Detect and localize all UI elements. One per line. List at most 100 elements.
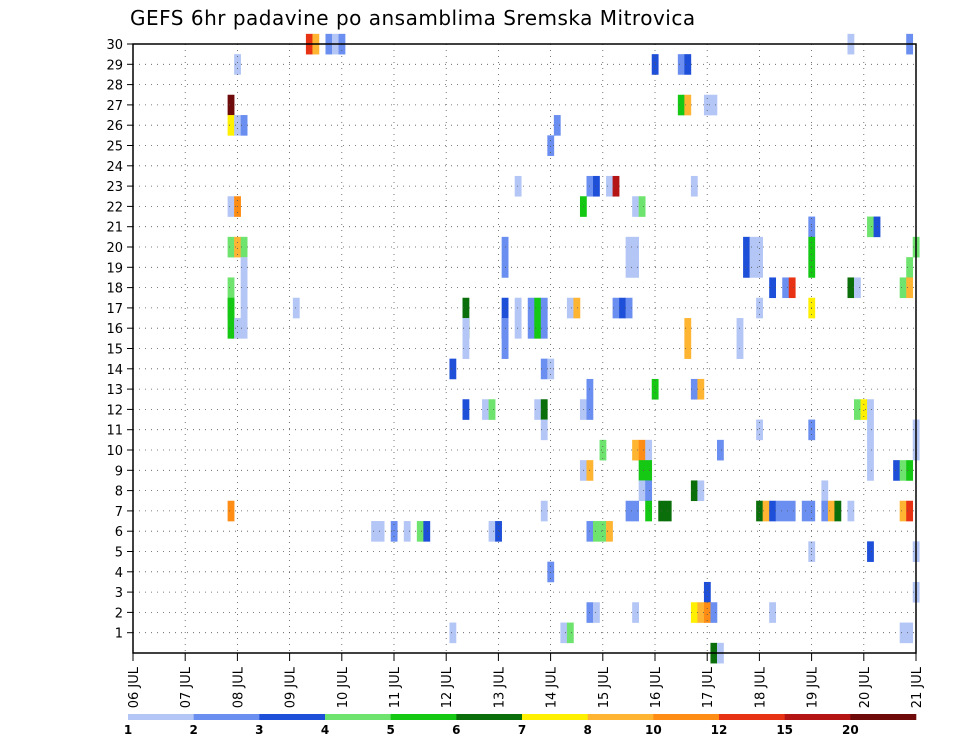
heatmap-cell bbox=[560, 622, 568, 644]
heatmap-cell bbox=[423, 521, 431, 542]
heatmap-cell bbox=[756, 419, 763, 441]
y-tick-label: 14 bbox=[106, 363, 123, 378]
legend-label: 2 bbox=[189, 723, 197, 737]
heatmap-cell bbox=[240, 277, 248, 299]
heatmap-cell bbox=[638, 196, 646, 217]
heatmap-cell bbox=[638, 480, 646, 502]
x-tick-label: 19 JUL bbox=[806, 666, 821, 708]
heatmap-cell bbox=[449, 622, 457, 644]
y-tick-label: 1 bbox=[115, 627, 123, 642]
heatmap-cell bbox=[462, 338, 470, 359]
heatmap-cell bbox=[756, 257, 763, 278]
x-tick-label: 14 JUL bbox=[545, 666, 560, 708]
heatmap-cell bbox=[566, 622, 574, 644]
y-tick-label: 17 bbox=[106, 302, 123, 317]
y-tick-label: 21 bbox=[106, 221, 123, 236]
heatmap-cell bbox=[240, 236, 248, 258]
heatmap-cell bbox=[593, 175, 600, 197]
legend-swatch bbox=[456, 714, 523, 720]
heatmap-cell bbox=[867, 419, 874, 441]
y-tick-label: 7 bbox=[115, 505, 123, 520]
heatmap-cell bbox=[847, 500, 855, 522]
gridlines bbox=[133, 43, 916, 653]
heatmap-cell bbox=[514, 318, 522, 339]
heatmap-cell bbox=[234, 236, 241, 258]
heatmap-cell bbox=[547, 135, 555, 156]
y-tick-label: 4 bbox=[115, 566, 123, 581]
heatmap-cell bbox=[782, 277, 790, 299]
y-tick-label: 15 bbox=[106, 343, 123, 358]
heatmap-cell bbox=[677, 94, 685, 116]
heatmap-cell bbox=[495, 521, 502, 542]
heatmap-cell bbox=[573, 297, 581, 319]
y-tick-label: 22 bbox=[106, 200, 123, 215]
x-tick-label: 12 JUL bbox=[440, 666, 455, 708]
heatmap-cell bbox=[854, 277, 861, 299]
heatmap-cell bbox=[534, 318, 542, 339]
legend-label: 4 bbox=[321, 723, 329, 737]
heatmap-cell bbox=[847, 277, 855, 299]
y-tick-label: 3 bbox=[115, 586, 123, 601]
heatmap-cell bbox=[867, 439, 874, 461]
heatmap-cell bbox=[899, 460, 907, 481]
heatmap-cell bbox=[547, 561, 555, 583]
heatmap-cell bbox=[769, 277, 777, 299]
heatmap-cell bbox=[697, 602, 705, 623]
heatmap-cell bbox=[899, 277, 907, 299]
legend-label: 3 bbox=[255, 723, 263, 737]
heatmap-cell bbox=[645, 439, 653, 461]
x-tick-label: 21 JUL bbox=[910, 666, 925, 708]
heatmap-cell bbox=[906, 257, 914, 278]
x-tick-label: 11 JUL bbox=[388, 666, 403, 708]
heatmap-cell bbox=[612, 297, 620, 319]
heatmap-cell bbox=[645, 460, 653, 481]
heatmap-cell bbox=[684, 318, 692, 339]
x-tick-label: 17 JUL bbox=[701, 666, 716, 708]
heatmap-cell bbox=[606, 521, 613, 542]
heatmap-cell bbox=[638, 460, 646, 481]
heatmap-cell bbox=[593, 521, 600, 542]
heatmap-cell bbox=[403, 521, 411, 542]
legend-label: 12 bbox=[711, 723, 728, 737]
legend-label: 20 bbox=[842, 723, 859, 737]
x-tick-label: 06 JUL bbox=[127, 666, 142, 708]
heatmap-cell bbox=[867, 216, 874, 238]
heatmap-cell bbox=[227, 500, 235, 522]
heatmap-cell bbox=[462, 297, 470, 319]
heatmap-cell bbox=[906, 277, 914, 299]
heatmap-cell bbox=[690, 175, 698, 197]
heatmap-cell bbox=[632, 439, 639, 461]
heatmap-cell bbox=[462, 399, 470, 420]
y-tick-label: 12 bbox=[106, 403, 123, 418]
heatmap-cell bbox=[664, 500, 672, 522]
heatmap-cell bbox=[788, 500, 796, 522]
x-axis: 06 JUL 07 JUL 08 JUL 09 JUL 10 JUL 11 JUL 12 J… bbox=[127, 653, 925, 708]
heatmap-cell bbox=[449, 358, 457, 380]
legend-swatch bbox=[128, 714, 194, 720]
heatmap-cell bbox=[416, 521, 424, 542]
heatmap-cell bbox=[625, 257, 633, 278]
y-tick-label: 28 bbox=[106, 79, 123, 94]
legend-label: 15 bbox=[776, 723, 793, 737]
heatmap-cell bbox=[527, 318, 535, 339]
color-legend: 1 2 3 4 5 6 7 8 10 12 15 20 bbox=[124, 714, 917, 737]
legend-swatch bbox=[259, 714, 326, 720]
legend-swatch bbox=[784, 714, 851, 720]
y-tick-label: 2 bbox=[115, 606, 123, 621]
heatmap-cell bbox=[390, 521, 398, 542]
legend-label: 8 bbox=[583, 723, 591, 737]
heatmap-cell bbox=[227, 115, 235, 136]
heatmap-cell bbox=[625, 500, 633, 522]
heatmap-cell bbox=[827, 500, 835, 522]
y-tick-label: 10 bbox=[106, 444, 123, 459]
y-tick-label: 11 bbox=[106, 424, 123, 439]
heatmap-cell bbox=[482, 399, 489, 420]
heatmap-cell bbox=[227, 94, 235, 116]
y-tick-label: 6 bbox=[115, 525, 123, 540]
heatmap-cell bbox=[606, 175, 613, 197]
heatmap-cell bbox=[234, 318, 241, 339]
heatmap-cell bbox=[775, 500, 783, 522]
legend-label: 1 bbox=[124, 723, 132, 737]
x-tick-label: 15 JUL bbox=[597, 666, 612, 708]
x-tick-label: 08 JUL bbox=[231, 666, 246, 708]
